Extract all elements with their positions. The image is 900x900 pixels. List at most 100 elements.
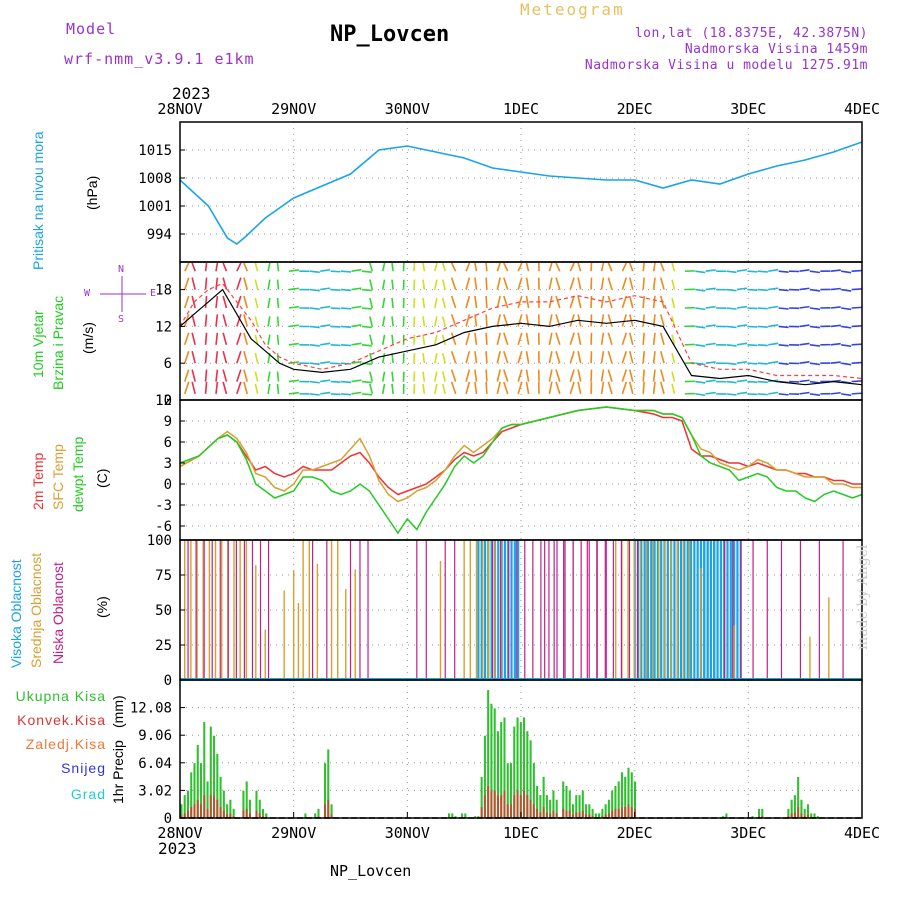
wind-barb (809, 270, 821, 274)
total-precip-bar (725, 813, 728, 818)
wind-barb (577, 351, 582, 364)
wind-barb (607, 332, 613, 346)
wind-barb (496, 277, 501, 290)
wind-barb (474, 262, 478, 272)
wind-barb (236, 369, 242, 382)
wind-barb (747, 325, 758, 328)
convective-precip-bar (532, 804, 535, 818)
wind-barb (243, 262, 248, 272)
wind-barb (441, 279, 446, 290)
legend-snow: Snijeg (61, 760, 106, 776)
wind-barb (351, 324, 362, 328)
wind-barb (569, 314, 575, 327)
wind-barb (841, 344, 852, 348)
total-precip-bar (461, 813, 464, 818)
wind-barb (600, 369, 605, 382)
y-tick-label: 12 (155, 319, 172, 335)
y-tick-label: 100 (147, 533, 172, 549)
wind-barb (695, 288, 706, 292)
convective-precip-bar (614, 808, 617, 818)
wind-barb (485, 314, 488, 327)
total-precip-bar (787, 808, 790, 818)
wind-barb (747, 362, 758, 365)
wind-barb (736, 391, 748, 395)
convective-precip-bar (327, 799, 330, 818)
wind-barb (705, 361, 716, 364)
total-precip-bar (803, 808, 806, 818)
total-precip-bar (258, 799, 261, 818)
wind-barb (671, 262, 676, 272)
wind-barb (254, 353, 259, 364)
convective-precip-bar (607, 813, 610, 818)
wind-barb (361, 325, 372, 329)
wind-barb (309, 393, 320, 396)
wind-barb (629, 262, 634, 272)
x-tick-label-top: 3DEC (730, 100, 766, 118)
total-precip-bar (607, 799, 610, 818)
total-precip-bar (506, 763, 509, 818)
wind-barb (747, 393, 758, 396)
precip-unit: (mm) (110, 695, 126, 728)
wind-barb (747, 307, 758, 310)
wind-barb (851, 324, 862, 328)
wind-barb (351, 342, 362, 346)
wind-barb (695, 325, 706, 329)
y-tick-label: 25 (155, 638, 172, 654)
wind-barb (413, 297, 416, 309)
wind-barb (183, 277, 190, 290)
y-tick-label: 12.08 (130, 701, 172, 717)
wind-barb (548, 351, 553, 364)
total-precip-bar (248, 799, 251, 818)
convective-precip-bar (797, 807, 800, 818)
wind-barb (525, 381, 530, 395)
convective-precip-bar (232, 816, 235, 818)
wind-barb (215, 332, 219, 345)
wind-barb (465, 369, 471, 382)
convective-precip-bar (209, 795, 212, 818)
total-precip-bar (513, 726, 516, 818)
wind-barb (243, 350, 249, 364)
footer-title: NP_Lovcen (330, 862, 412, 880)
total-precip-bar (216, 754, 219, 818)
total-precip-bar (213, 735, 216, 818)
wind-barb (525, 369, 530, 382)
wind-barb (340, 325, 352, 328)
wind-barb (267, 297, 271, 309)
wind-barb (747, 380, 758, 384)
wind-barb (309, 344, 320, 347)
total-precip-bar (571, 804, 575, 818)
y-tick-label: 18 (155, 283, 172, 299)
wind-barb (629, 295, 634, 309)
convective-precip-bar (526, 795, 529, 818)
wind-barb (369, 297, 374, 309)
wind-barb (768, 324, 779, 328)
wind-barb (191, 262, 196, 272)
total-precip-bar (813, 813, 816, 818)
wind-barb (577, 381, 582, 395)
wind-barb (309, 380, 320, 384)
model-name: wrf-nmm_v3.9.1 e1km (64, 50, 255, 68)
wind-barb (184, 262, 190, 272)
wind-barb (517, 350, 523, 364)
wind-barb (215, 295, 219, 309)
wind-barb (659, 369, 665, 382)
wind-barb (320, 287, 331, 291)
wind-barb (705, 379, 716, 383)
total-precip-bar (757, 808, 761, 818)
x-tick-label-bottom: 3DEC (730, 824, 766, 842)
wind-barb (204, 314, 208, 327)
convective-precip-bar (255, 810, 258, 818)
wind-barb (413, 262, 416, 272)
cloud-ylabel-1: Visoka Oblacnost (8, 559, 24, 668)
wind-barb (600, 381, 605, 394)
wind-ylabel-1: 10m Vjetar (30, 310, 46, 378)
total-precip-bar (304, 813, 307, 818)
temp-unit: (C) (94, 468, 110, 488)
wind-barb (757, 307, 768, 310)
wind-barb (600, 277, 605, 290)
convective-precip-bar (216, 799, 219, 818)
wind-barb (830, 361, 841, 364)
wind-barb (555, 350, 561, 364)
wind-barb (413, 353, 416, 364)
wind-speed-line (179, 288, 863, 386)
